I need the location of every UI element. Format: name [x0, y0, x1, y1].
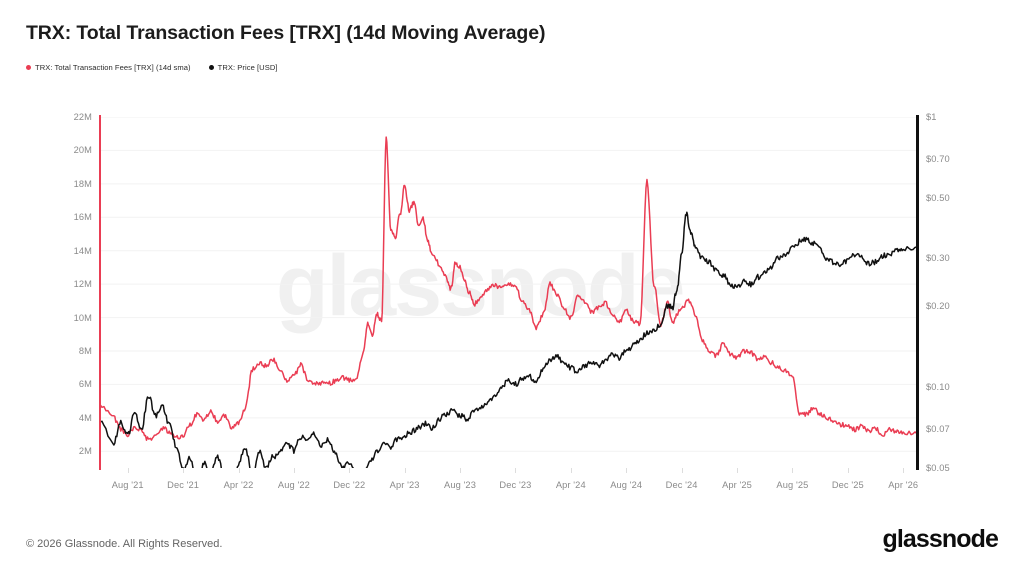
right-tick-label: $0.30	[926, 253, 950, 264]
x-tick-label: Apr '23	[389, 480, 420, 490]
x-tick-label: Dec '22	[333, 480, 366, 490]
legend-dot-icon	[208, 65, 214, 70]
plot-svg	[100, 117, 917, 468]
legend-item-fees[interactable]: TRX: Total Transaction Fees [TRX] (14d s…	[26, 63, 191, 72]
x-tick-label: Apr '25	[722, 480, 752, 490]
right-tick-label: $0.05	[926, 463, 950, 473]
x-tick-mark	[238, 468, 240, 473]
page-title: TRX: Total Transaction Fees [TRX] (14d M…	[26, 22, 546, 44]
x-tick-mark	[626, 468, 628, 473]
legend-item-price[interactable]: TRX: Price [USD]	[208, 63, 278, 72]
legend-label-price: TRX: Price [USD]	[217, 63, 278, 72]
x-tick-label: Aug '21	[111, 480, 144, 490]
x-tick-label: Aug '22	[277, 480, 310, 490]
left-tick-label: 14M	[73, 245, 92, 256]
right-tick-label: $0.50	[926, 193, 950, 204]
glassnode-watermark: glassnode	[276, 238, 685, 334]
left-tick-label: 16M	[73, 212, 92, 223]
copyright-text: © 2026 Glassnode. All Rights Reserved.	[26, 538, 223, 550]
x-tick-label: Aug '25	[776, 480, 809, 490]
left-tick-label: 2M	[78, 446, 92, 457]
x-tick-label: Aug '24	[610, 480, 643, 490]
x-tick-mark	[349, 468, 351, 473]
x-tick-label: Apr '24	[555, 480, 586, 490]
right-axis-spine	[916, 115, 919, 470]
legend-dot-icon	[26, 65, 31, 70]
x-tick-label: Dec '21	[167, 480, 200, 490]
right-tick-label: $0.10	[926, 381, 950, 392]
x-tick-mark	[792, 468, 794, 473]
x-tick-mark	[460, 468, 461, 473]
right-tick-label: $0.20	[926, 300, 950, 311]
x-tick-mark	[127, 468, 129, 473]
chart-legend: TRX: Total Transaction Fees [TRX] (14d s…	[26, 63, 278, 72]
left-tick-label: 12M	[73, 279, 92, 290]
x-tick-label: Apr '26	[888, 480, 919, 490]
x-tick-mark	[903, 468, 905, 473]
x-tick-mark	[183, 468, 185, 473]
x-tick-label: Dec '24	[665, 480, 698, 490]
left-tick-label: 6M	[78, 379, 92, 390]
x-tick-label: Apr '22	[223, 480, 254, 490]
series-line-fees	[100, 136, 917, 441]
x-tick-label: Aug '23	[444, 480, 476, 490]
left-tick-label: 4M	[78, 412, 92, 423]
plot-area	[100, 117, 917, 468]
right-tick-label: $0.07	[926, 423, 950, 434]
x-tick-mark	[570, 468, 572, 473]
right-tick-label: $1	[926, 112, 937, 122]
left-tick-label: 18M	[73, 178, 92, 189]
series-line-price	[100, 211, 917, 468]
x-tick-mark	[847, 468, 849, 473]
left-tick-label: 20M	[73, 145, 92, 156]
x-tick-label: Dec '23	[499, 480, 532, 490]
legend-label-fees: TRX: Total Transaction Fees [TRX] (14d s…	[35, 63, 191, 72]
left-axis-spine	[99, 115, 102, 470]
x-tick-mark	[681, 468, 683, 473]
glassnode-logo: glassnode	[882, 525, 998, 553]
left-tick-label: 10M	[73, 312, 92, 323]
x-tick-label: Dec '25	[831, 480, 864, 490]
x-tick-mark	[737, 468, 738, 473]
x-tick-mark	[293, 468, 295, 473]
x-tick-mark	[515, 468, 517, 473]
right-tick-label: $0.70	[926, 153, 950, 164]
x-tick-mark	[404, 468, 406, 473]
left-tick-label: 8M	[78, 346, 92, 356]
left-tick-label: 22M	[73, 112, 92, 122]
